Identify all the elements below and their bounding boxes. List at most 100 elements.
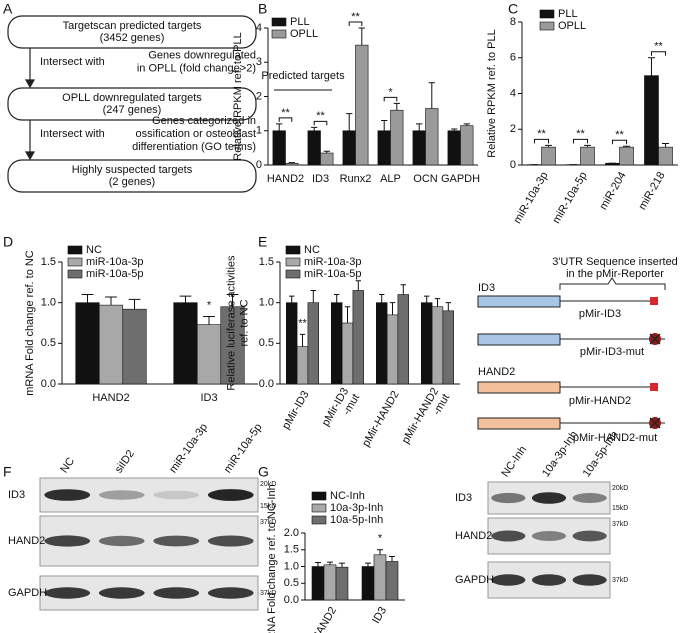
- blot-band: [531, 531, 567, 541]
- legend-swatch: [67, 245, 83, 255]
- flow-criterion: ossification or osteoblast: [136, 128, 256, 140]
- bar: [355, 44, 369, 166]
- blot-band: [572, 530, 607, 542]
- blot-band: [207, 587, 254, 599]
- panel-label: G: [258, 464, 269, 480]
- sig-mark: **: [654, 41, 663, 53]
- x-tick-label: miR-204: [597, 170, 628, 212]
- legend-swatch: [67, 257, 83, 267]
- bar: [397, 294, 409, 385]
- site: [650, 297, 658, 305]
- y-tick-label: 2.0: [284, 527, 299, 539]
- legend-label: miR-10a-5p: [304, 268, 361, 280]
- cds-bar: [477, 417, 561, 430]
- flow-step: OPLL downregulated targets: [62, 92, 202, 104]
- x-tick-label: pMir-ID3-mut: [320, 386, 362, 435]
- error-bar: [226, 294, 239, 307]
- construct-label: pMir-ID3: [579, 308, 621, 320]
- y-tick-label: 0: [510, 159, 516, 171]
- y-tick-label: 0.0: [284, 594, 299, 606]
- error-bar: [276, 123, 283, 131]
- legend-label: miR-10a-3p: [304, 256, 361, 268]
- bar: [173, 302, 198, 385]
- error-bar: [81, 294, 94, 303]
- blot-band: [531, 492, 567, 504]
- y-tick-label: 2: [510, 123, 516, 135]
- lane-label: siID2: [113, 448, 137, 475]
- y-tick-label: 6: [510, 52, 516, 64]
- note: Predicted targets: [261, 70, 345, 82]
- bar: [342, 130, 356, 166]
- cds-bar: [477, 295, 561, 308]
- legend-label: NC-Inh: [330, 490, 365, 502]
- legend-label: OPLL: [290, 28, 318, 40]
- x-tick-label: HAND2: [310, 605, 339, 633]
- flow-box: [7, 15, 257, 49]
- flow-criterion: differentiation (GO terms): [132, 141, 256, 153]
- x-tick-label: miR-218: [636, 170, 667, 212]
- error-bar: [389, 555, 395, 562]
- bar: [425, 108, 439, 166]
- bar: [341, 322, 354, 385]
- legend-swatch: [539, 21, 555, 31]
- gene-label: HAND2: [478, 366, 515, 378]
- error-bar: [105, 296, 117, 306]
- bar: [311, 566, 325, 601]
- lane-label: NC-Inh: [499, 444, 529, 479]
- row-label: ID3: [455, 492, 472, 504]
- flow-action: Intersect with: [40, 128, 105, 140]
- legend-swatch: [311, 503, 327, 513]
- bar: [644, 75, 659, 166]
- panel-label: F: [3, 464, 12, 480]
- legend-swatch: [285, 257, 301, 267]
- bar: [619, 146, 634, 166]
- y-tick-label: 1.0: [284, 560, 299, 572]
- bar: [447, 130, 461, 166]
- x-tick-label: pMir-HAND2-mut: [400, 386, 453, 452]
- sig-mark: **: [351, 11, 360, 23]
- y-tick-label: 4: [510, 87, 516, 99]
- blot-band: [98, 535, 145, 547]
- error-bar: [355, 280, 361, 291]
- bar: [390, 109, 404, 166]
- bar: [296, 346, 309, 385]
- lane-label: 10a-3p-Inh: [540, 429, 580, 479]
- error-bar: [339, 562, 345, 568]
- legend-label: PLL: [558, 8, 578, 20]
- x-tick-label: ID3: [200, 392, 217, 404]
- cross: [649, 417, 661, 429]
- error-bar: [346, 113, 353, 131]
- y-tick-label: 3: [256, 56, 262, 68]
- bar: [335, 566, 349, 601]
- flow-box: [7, 87, 257, 121]
- bar: [352, 290, 364, 385]
- y-tick-label: 0.5: [284, 577, 299, 589]
- blot-band: [44, 489, 91, 501]
- legend-swatch: [311, 515, 327, 525]
- cross: [649, 333, 661, 345]
- error-bar: [365, 562, 371, 567]
- x-tick-label: miR-10a-3p: [511, 170, 550, 226]
- bar: [442, 310, 454, 385]
- error-bar: [416, 123, 423, 131]
- legend-swatch: [67, 269, 83, 279]
- gene-label: ID3: [478, 282, 495, 294]
- flow-step: Highly suspected targets: [72, 164, 193, 176]
- marker-label: 37kD: [612, 577, 628, 584]
- flowchart: [7, 15, 257, 193]
- site: [650, 383, 658, 391]
- construct-label: pMir-HAND2: [569, 395, 631, 407]
- error-bar: [358, 27, 365, 46]
- bar: [386, 314, 399, 385]
- flow-criterion: Genes categorized in: [152, 115, 256, 127]
- marker-label: 37kD: [260, 590, 276, 597]
- y-tick-label: 1.0: [259, 297, 274, 309]
- blot-band: [98, 490, 145, 500]
- error-bar: [323, 150, 330, 154]
- bar: [377, 130, 391, 166]
- marker-label: 37kD: [260, 519, 276, 526]
- bar: [272, 130, 286, 166]
- error-bar: [623, 145, 631, 148]
- panel-label: D: [3, 234, 13, 250]
